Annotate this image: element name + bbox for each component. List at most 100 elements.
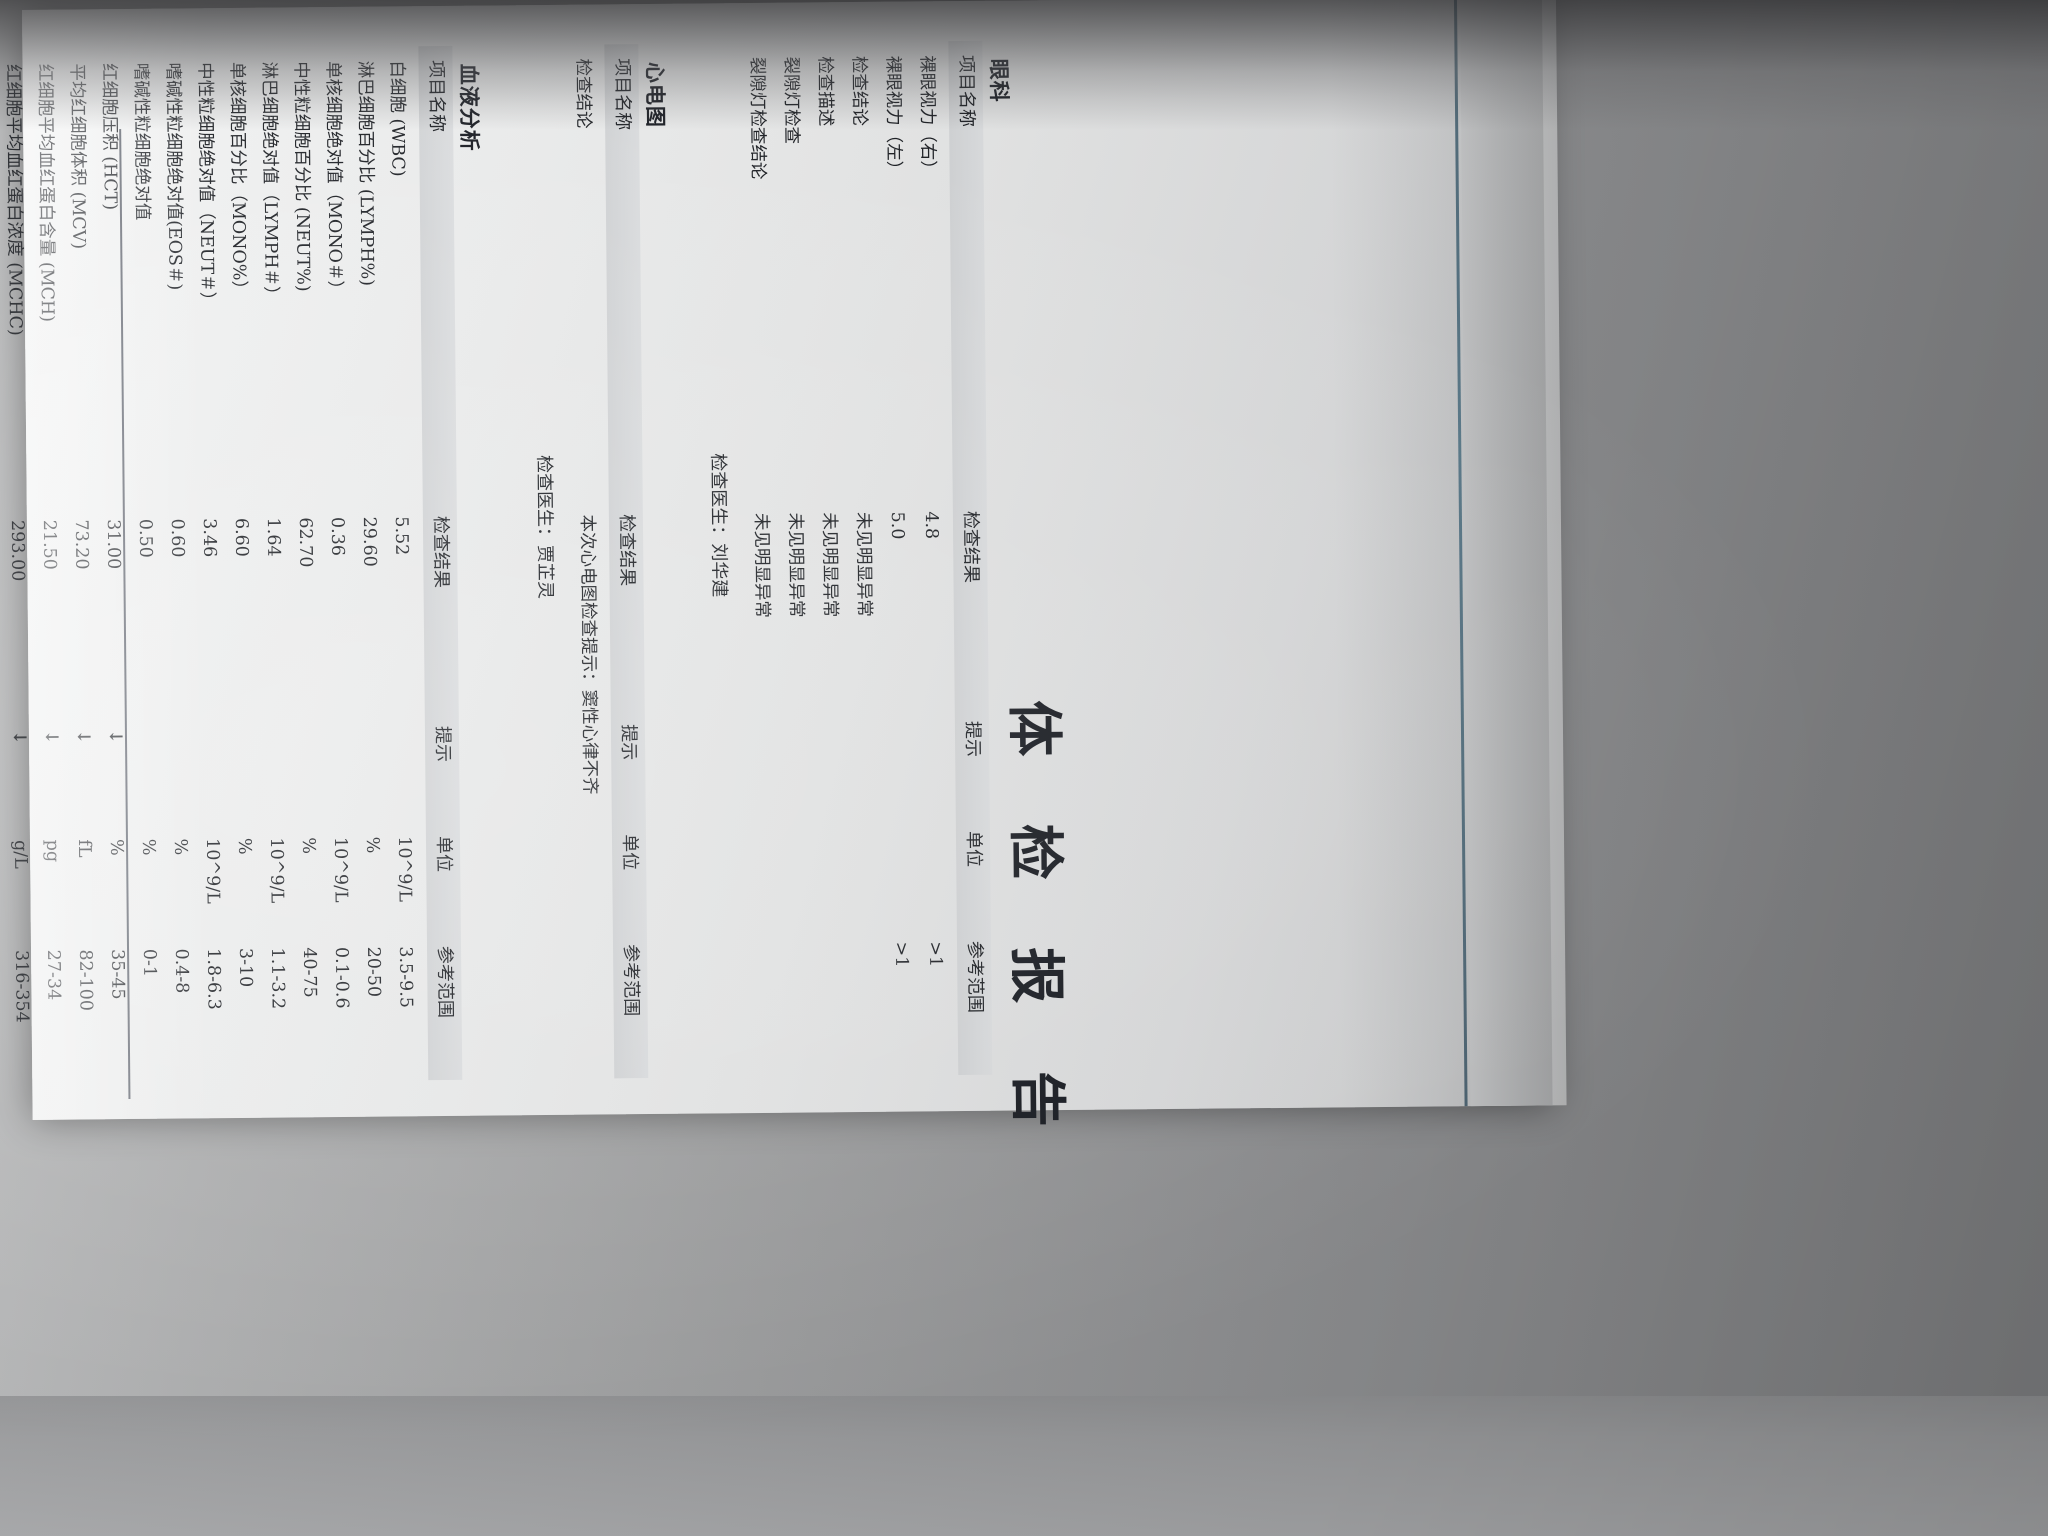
- cell-flag: ↓: [104, 729, 126, 744]
- cell-result: 5.52: [390, 516, 412, 556]
- cell-reference: 0-1: [139, 948, 160, 978]
- header-flag: 提示: [961, 720, 984, 758]
- cell-result: 62.70: [294, 517, 316, 568]
- cell-reference: 40-75: [299, 947, 320, 998]
- cell-reference: 82-100: [75, 949, 96, 1012]
- cell-unit: fL: [73, 839, 95, 858]
- header-unit: 单位: [618, 834, 641, 871]
- cell-name: 检查描述: [814, 56, 836, 127]
- cell-unit: %: [137, 838, 159, 856]
- cell-result: 21.50: [38, 519, 60, 570]
- cell-reference: 20-50: [363, 946, 384, 998]
- cell-name: 中性粒细胞绝对值（NEUT＃）: [194, 62, 217, 310]
- cell-result: 73.20: [70, 519, 92, 570]
- section-title-ophthalmology: 眼科: [986, 58, 1012, 103]
- cell-name: 单核细胞百分比（MONO%）: [226, 61, 249, 299]
- cell-name: 裸眼视力（右）: [916, 55, 938, 178]
- cell-result: 31.00: [102, 519, 124, 570]
- cell-result: 3.46: [198, 518, 220, 558]
- cell-name: 中性粒细胞百分比 (NEUT%): [290, 61, 313, 292]
- cell-reference: 3-10: [235, 947, 256, 988]
- cell-result: 29.60: [358, 516, 380, 567]
- cell-name: 红细胞平均血红蛋白浓度 (MCHC): [2, 63, 26, 336]
- cell-name: 白细胞 (WBC): [386, 60, 408, 177]
- cell-result: 1.64: [262, 517, 284, 557]
- header-reference: 参考范围: [963, 940, 986, 1013]
- cell-flag: ↓: [72, 729, 94, 745]
- header-result: 检查结果: [615, 514, 638, 587]
- cell-name: 平均红细胞体积 (MCV): [66, 63, 89, 250]
- cell-name: 检查结论: [572, 58, 594, 129]
- cell-reference: 27-34: [43, 949, 64, 1001]
- page-fold: [1459, 0, 1567, 1107]
- cell-result: 未见明显异常: [818, 512, 840, 618]
- cell-result: 未见明显异常: [852, 511, 874, 618]
- cell-unit: %: [169, 838, 191, 856]
- cell-flag: ↓: [8, 729, 30, 745]
- cell-reference: >1: [890, 941, 912, 968]
- header-unit: 单位: [962, 830, 985, 868]
- cell-reference: 316-354: [11, 949, 32, 1023]
- cell-unit: %: [233, 837, 255, 855]
- cell-unit: 10^9/L: [393, 836, 415, 903]
- doctor-line-ophthalmology: 检查医生：刘华建: [706, 453, 733, 597]
- cell-unit: %: [297, 837, 319, 855]
- cell-result: 未见明显异常: [784, 512, 806, 618]
- section-ophthalmology: 眼科 项目名称 检查结果 提示 单位 参考范围 裸眼视力（右） 4.8 >1: [707, 0, 1143, 1109]
- header-reference: 参考范围: [434, 945, 456, 1019]
- cell-unit: pg: [41, 839, 63, 863]
- desk-surface: [0, 1396, 2048, 1536]
- cell-result: 4.8: [920, 511, 942, 540]
- cell-name: 裂隙灯检查: [780, 56, 802, 145]
- section-title-blood-analysis: 血液分析: [456, 63, 483, 152]
- header-flag: 提示: [431, 725, 454, 763]
- cell-result: 6.60: [230, 517, 252, 557]
- table-header-ecg: 项目名称 检查结果 提示 单位 参考范围: [604, 44, 649, 1079]
- doctor-name: 刘华建: [708, 543, 730, 598]
- cell-result: 5.0: [886, 511, 908, 540]
- cell-name: 嗜碱性粒细胞绝对值(EOS＃): [162, 62, 185, 291]
- cell-reference: >1: [924, 941, 946, 968]
- cell-unit: 10^9/L: [265, 837, 287, 904]
- cell-unit: 10^9/L: [329, 836, 351, 903]
- cell-reference: 3.5-9.5: [395, 946, 416, 1009]
- cell-name: 嗜碱性粒细胞绝对值: [130, 62, 153, 221]
- report-page: 体 检 报 告 眼科 项目名称 检查结果 提示 单位 参考范围 裸眼视力（右） …: [3, 0, 1567, 1151]
- cell-name: 红细胞平均血红蛋白含量 (MCH): [34, 63, 57, 323]
- header-result: 检查结果: [959, 510, 982, 584]
- cell-name: 淋巴细胞绝对值（LYMPH＃）: [258, 61, 281, 304]
- document-body: 体 检 报 告 眼科 项目名称 检查结果 提示 单位 参考范围 裸眼视力（右） …: [0, 0, 1143, 1151]
- cell-name: 检查结论: [848, 55, 870, 127]
- header-reference: 参考范围: [619, 944, 642, 1017]
- cell-name: 单核细胞绝对值（MONO＃）: [322, 60, 345, 299]
- table-row: 检查结论 本次心电图检查提示：窦性心律不齐: [566, 44, 608, 1078]
- table-header-ophthalmology: 项目名称 检查结果 提示 单位 参考范围: [948, 40, 993, 1076]
- section-blood-analysis: 血液分析 项目名称 检查结果 提示 单位 参考范围 白细胞 (WBC) 5.52 1…: [3, 0, 1143, 1109]
- header-name: 项目名称: [611, 58, 634, 131]
- cell-unit: g/L: [9, 839, 31, 869]
- table-header-blood: 项目名称 检查结果 提示 单位 参考范围: [418, 45, 463, 1081]
- cell-unit: %: [105, 839, 127, 856]
- cell-result: 0.36: [326, 516, 348, 557]
- doctor-line-ecg: 检查医生：贾芷灵: [532, 455, 559, 599]
- cell-name: 裸眼视力（左）: [882, 55, 904, 179]
- page-title: 体 检 报 告: [1000, 700, 1071, 1152]
- cell-reference: 125-350: [0, 950, 6, 1023]
- cell-reference: 0.4-8: [171, 948, 192, 994]
- cell-result: 未见明显异常: [750, 512, 772, 619]
- cell-result: 0.60: [166, 518, 188, 558]
- cell-unit: 10^9/L: [201, 838, 223, 904]
- header-result: 检查结果: [429, 515, 452, 589]
- cell-name: 裂隙灯检查结论: [746, 56, 768, 180]
- cell-reference: 35-45: [107, 949, 128, 1000]
- cell-result: 293.00: [6, 519, 28, 582]
- doctor-label: 检查医生：: [707, 453, 730, 544]
- header-flag: 提示: [617, 724, 640, 761]
- cell-flag: ↓: [40, 729, 62, 745]
- cell-result: 0.50: [134, 518, 156, 558]
- cell-unit: 10^9/L: [0, 840, 5, 906]
- cell-reference: 0.1-0.6: [331, 946, 352, 1009]
- cell-reference: 1.8-6.3: [203, 948, 224, 1010]
- doctor-label: 检查医生：: [533, 454, 556, 546]
